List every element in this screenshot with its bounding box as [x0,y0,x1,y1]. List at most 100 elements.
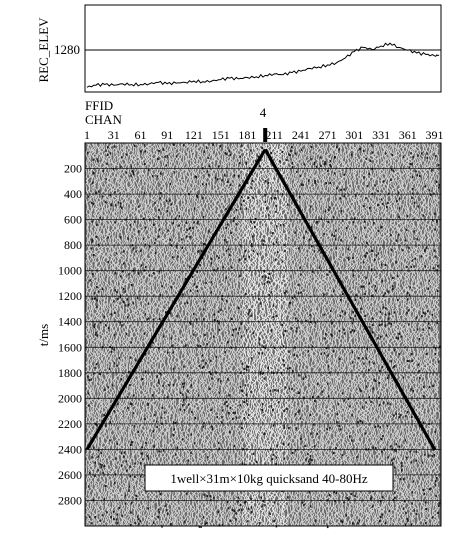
trace-sample [106,511,108,514]
trace-sample [132,302,135,305]
trace-sample [335,229,337,232]
trace-sample [333,491,335,494]
trace-sample [220,308,222,311]
trace-sample [371,317,374,320]
trace-sample [88,404,90,407]
trace-sample [97,243,100,246]
trace-sample [340,428,342,431]
trace [378,142,384,526]
trace-sample [128,273,130,276]
trace-sample [169,523,172,526]
trace [300,142,306,526]
trace-sample [166,155,169,158]
trace-sample [385,334,388,337]
trace-sample [434,228,436,231]
trace-sample [352,522,354,525]
trace-sample [301,501,304,504]
trace-sample [152,430,155,433]
trace-sample [299,174,302,177]
trace-sample [129,475,132,478]
trace-sample [426,352,428,355]
trace-sample [114,204,117,207]
trace-sample [204,333,206,336]
trace-sample [411,175,414,179]
trace-sample [264,200,267,203]
trace-sample [347,397,350,400]
trace-sample [196,194,198,197]
trace-sample [374,447,377,450]
trace-sample [343,399,345,402]
trace-sample [191,410,193,413]
trace-sample [329,426,331,429]
trace-sample [202,359,204,362]
trace-sample [437,504,440,507]
trace-sample [364,254,366,257]
trace-sample [320,251,322,254]
trace-sample [295,330,298,333]
trace-sample [157,516,159,519]
trace-sample [378,381,381,385]
trace-sample [407,291,409,295]
trace [219,142,225,526]
trace [369,142,375,526]
trace-sample [294,152,297,155]
trace-sample [303,163,306,166]
trace-sample [410,415,413,419]
trace-sample [417,363,419,366]
trace-sample [119,296,122,299]
trace-sample [424,312,426,315]
trace-sample [337,403,340,406]
trace-sample [334,156,336,159]
trace-sample [335,491,338,495]
trace-sample [162,384,164,387]
trace [353,142,359,526]
trace-sample [392,462,394,465]
trace-sample [243,367,246,370]
time-tick-label: 600 [64,213,82,227]
trace-sample [388,322,390,325]
trace-sample [330,165,332,168]
trace-sample [91,522,93,525]
trace [392,142,398,526]
trace-sample [370,400,372,403]
trace-sample [241,390,244,393]
trace-sample [428,327,431,330]
trace-sample [371,505,374,508]
trace-sample [422,328,425,331]
trace-sample [436,180,438,183]
seismic-traces [84,142,441,529]
trace-sample [436,220,438,223]
trace-sample [387,317,390,320]
trace-sample [438,183,440,187]
trace-sample [93,292,96,295]
trace-sample [235,518,237,521]
trace-sample [197,250,200,253]
trace-sample [272,453,274,456]
trace-sample [303,236,305,239]
trace-sample [151,175,154,178]
trace-sample [172,367,175,370]
trace-sample [122,300,124,303]
trace-sample [369,159,372,162]
trace-sample [330,309,332,313]
trace-sample [372,446,375,449]
trace-sample [198,525,201,528]
trace-sample [422,385,425,388]
trace-sample [395,412,397,415]
trace [303,142,309,526]
trace-sample [250,220,252,223]
trace-sample [187,374,189,377]
trace-sample [192,226,194,230]
trace-sample [410,461,413,464]
trace-sample [328,270,331,273]
trace-sample [170,337,172,340]
trace-sample [134,475,136,478]
trace-sample [325,333,327,336]
trace-sample [350,317,352,320]
trace-sample [92,203,95,206]
time-tick-label: 2600 [58,468,82,482]
trace-sample [415,170,417,173]
trace-sample [213,313,216,316]
trace [344,142,350,526]
trace-sample [338,148,340,151]
